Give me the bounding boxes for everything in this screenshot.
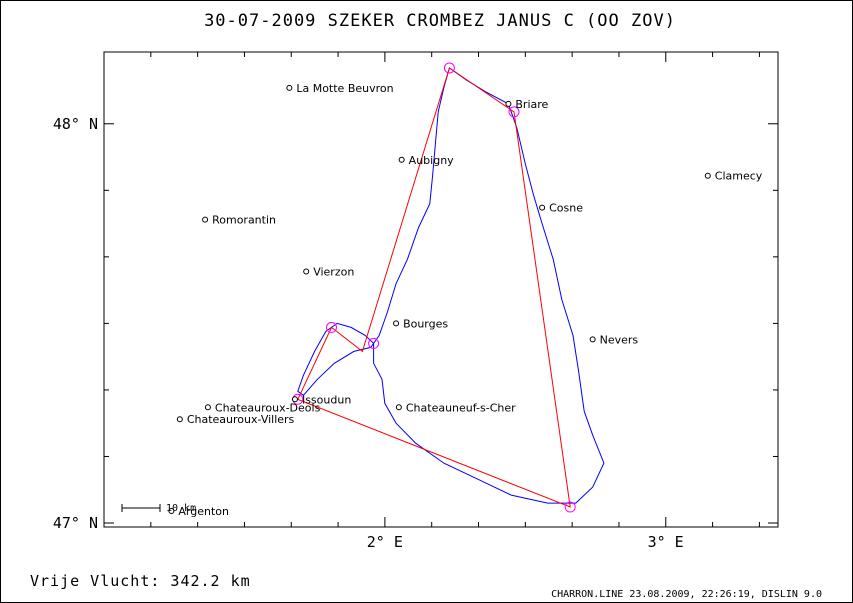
city-marker bbox=[704, 172, 711, 179]
city-label: Clamecy bbox=[715, 170, 763, 183]
city-label: Aubigny bbox=[409, 154, 454, 167]
plot-border bbox=[103, 51, 779, 528]
city-marker bbox=[303, 268, 310, 275]
axis-labels: 47° N 48° N 2° E 3° E bbox=[53, 115, 684, 551]
turnpoint-marker bbox=[564, 501, 576, 513]
axis-ticks bbox=[103, 52, 778, 527]
city-label: Vierzon bbox=[313, 266, 354, 279]
city-label: Briare bbox=[515, 98, 548, 111]
scale-bar-label: 10 km bbox=[166, 503, 196, 514]
city-label: Nevers bbox=[600, 333, 639, 346]
y-tick-label: 48° N bbox=[53, 115, 98, 133]
city-marker bbox=[202, 216, 209, 223]
route-line bbox=[297, 67, 571, 508]
x-tick-label: 2° E bbox=[367, 533, 403, 551]
city-marker bbox=[505, 100, 512, 107]
flight-track bbox=[297, 67, 605, 504]
city-label: La Motte Beuvron bbox=[296, 82, 393, 95]
city-marker bbox=[589, 336, 596, 343]
city-marker bbox=[398, 156, 405, 163]
turnpoints bbox=[292, 62, 576, 513]
scale-bar: 10 km bbox=[121, 503, 196, 514]
city-label: Romorantin bbox=[212, 214, 276, 227]
cities: La Motte Beuvron Briare Aubigny Clamecy Cosn… bbox=[168, 82, 763, 518]
city-marker bbox=[395, 404, 402, 411]
city-marker bbox=[286, 84, 293, 91]
turnpoint-marker bbox=[368, 337, 380, 349]
track-line bbox=[297, 67, 605, 504]
y-tick-label: 47° N bbox=[53, 514, 98, 532]
city-marker bbox=[291, 396, 298, 403]
turnpoint-marker bbox=[443, 62, 455, 74]
city-marker bbox=[176, 416, 183, 423]
x-tick-label: 3° E bbox=[648, 533, 684, 551]
city-label: Cosne bbox=[549, 202, 583, 215]
turnpoint-marker bbox=[325, 321, 337, 333]
chart-title: 30-07-2009 SZEKER CROMBEZ JANUS C (OO ZO… bbox=[204, 11, 676, 31]
city-label: Issoudun bbox=[302, 393, 351, 406]
city-label: Chateauroux-Villers bbox=[187, 413, 295, 426]
city-marker bbox=[539, 204, 546, 211]
free-flight-distance: Vrije Vlucht: 342.2 km bbox=[30, 572, 251, 590]
city-marker bbox=[393, 320, 400, 327]
turnpoint-marker bbox=[508, 106, 520, 118]
city-marker bbox=[204, 404, 211, 411]
footer-credit: CHARRON.LINE 23.08.2009, 22:26:19, DISLI… bbox=[551, 589, 822, 600]
city-label: Bourges bbox=[403, 317, 448, 330]
plot-area bbox=[103, 51, 779, 528]
city-label: Chateauroux-Deols bbox=[215, 401, 321, 414]
city-marker bbox=[168, 508, 175, 515]
city-label: Argenton bbox=[178, 505, 229, 518]
task-route bbox=[297, 67, 571, 508]
city-label: Chateauneuf-s-Cher bbox=[406, 401, 516, 414]
